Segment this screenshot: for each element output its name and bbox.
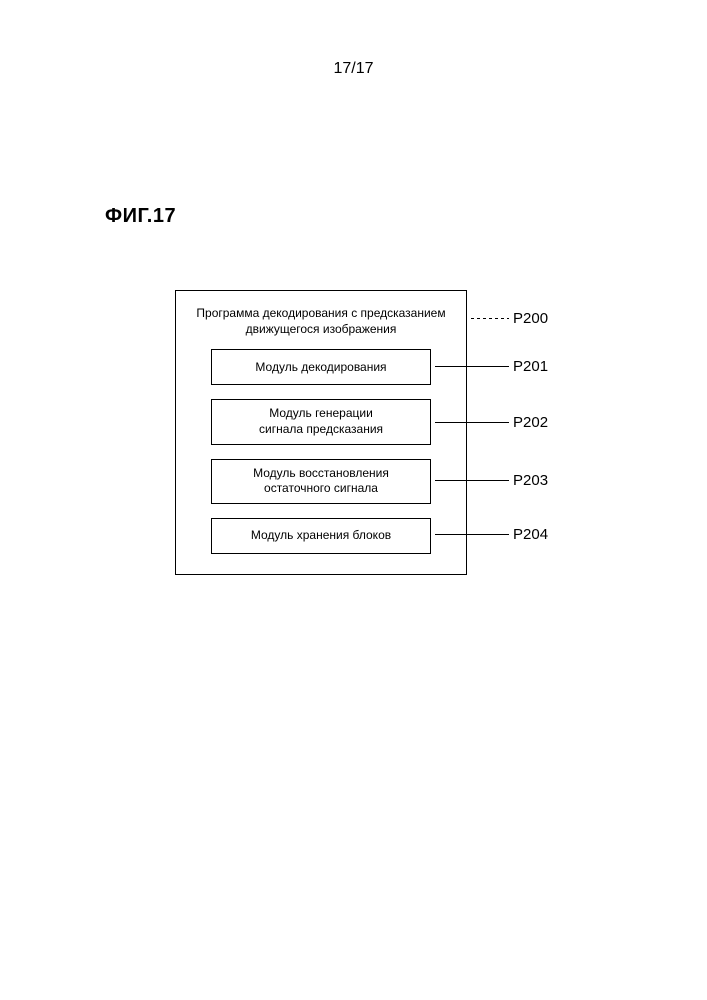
- ref-label: P201: [513, 358, 548, 375]
- module-prediction-generation: Модуль генерациисигнала предсказания: [211, 399, 431, 444]
- ref-label: P204: [513, 526, 548, 543]
- module-block-storage: Модуль хранения блоков: [211, 518, 431, 554]
- page-number: 17/17: [0, 60, 707, 78]
- ref-module-3: P203: [431, 472, 548, 489]
- leader-line: [435, 480, 509, 481]
- leader-line: [435, 366, 509, 367]
- module-label: Модуль декодирования: [255, 360, 386, 376]
- ref-label: P203: [513, 472, 548, 489]
- ref-module-4: P204: [431, 526, 548, 543]
- ref-label: P202: [513, 414, 548, 431]
- module-residual-restore: Модуль восстановленияостаточного сигнала: [211, 459, 431, 504]
- ref-container: P200: [467, 310, 548, 327]
- diagram: Программа декодирования с предсказанием …: [175, 290, 555, 575]
- program-container: Программа декодирования с предсказанием …: [175, 290, 467, 575]
- container-title: Программа декодирования с предсказанием …: [190, 305, 452, 337]
- leader-line: [435, 422, 509, 423]
- page: 17/17 ФИГ.17 Программа декодирования с п…: [0, 0, 707, 1000]
- container-title-line2: движущегося изображения: [246, 322, 397, 336]
- container-title-line1: Программа декодирования с предсказанием: [196, 306, 445, 320]
- module-label: Модуль генерациисигнала предсказания: [259, 406, 383, 437]
- figure-label: ФИГ.17: [105, 205, 176, 228]
- leader-line: [471, 318, 509, 319]
- leader-line: [435, 534, 509, 535]
- module-decoding: Модуль декодирования: [211, 349, 431, 385]
- ref-label: P200: [513, 310, 548, 327]
- ref-module-2: P202: [431, 414, 548, 431]
- ref-module-1: P201: [431, 358, 548, 375]
- module-label: Модуль восстановленияостаточного сигнала: [253, 466, 389, 497]
- module-label: Модуль хранения блоков: [251, 528, 391, 544]
